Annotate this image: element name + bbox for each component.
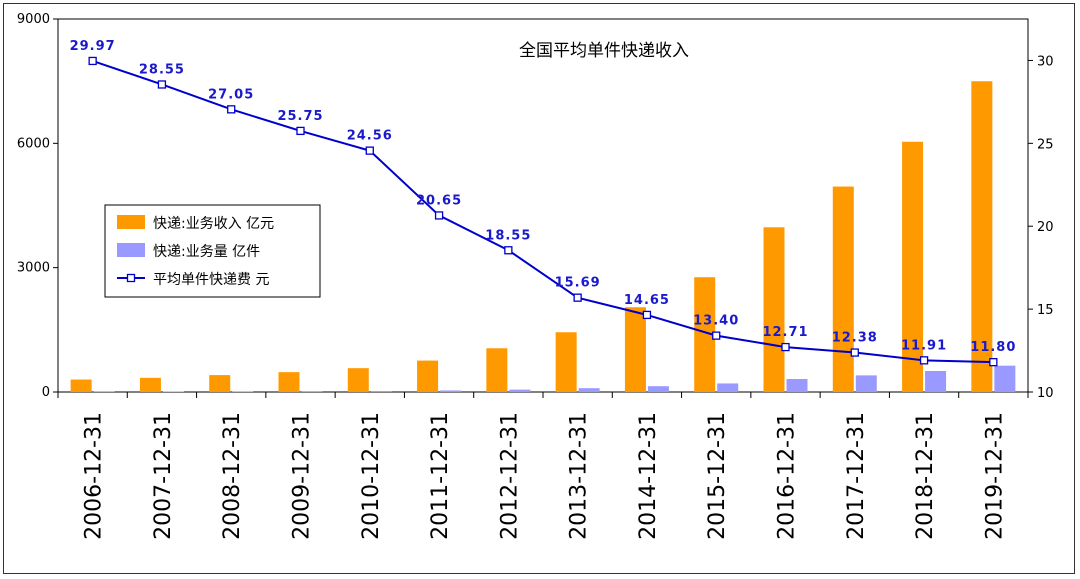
x-axis-tick-label: 2015-12-31 — [705, 412, 730, 540]
data-label: 24.56 — [347, 129, 393, 144]
right-axis-tick-label: 15 — [1037, 303, 1054, 318]
left-axis-tick-label: 6000 — [17, 136, 50, 151]
line-marker — [227, 105, 236, 114]
bar-volume — [786, 379, 808, 392]
data-label: 20.65 — [416, 193, 462, 208]
data-label: 25.75 — [277, 109, 323, 124]
bar-revenue — [694, 277, 716, 392]
line-marker — [296, 126, 305, 136]
right-axis-tick-label: 10 — [1037, 386, 1054, 401]
x-axis-tick-label: 2011-12-31 — [428, 412, 453, 540]
bar-revenue — [971, 81, 993, 392]
bar-volume — [578, 388, 600, 392]
line-marker — [642, 310, 652, 320]
x-axis-tick-label: 2006-12-31 — [82, 412, 107, 540]
legend-label-volume: 快递:业务量 亿件 — [153, 244, 260, 260]
x-axis-tick-label: 2014-12-31 — [636, 412, 661, 540]
bar-volume — [509, 389, 531, 392]
x-axis-tick-label: 2017-12-31 — [844, 412, 869, 540]
legend-label-revenue: 快递:业务收入 亿元 — [153, 216, 274, 232]
line-marker — [504, 246, 513, 255]
data-label: 18.55 — [485, 228, 531, 243]
bar-volume — [994, 365, 1016, 392]
line-marker — [434, 211, 444, 220]
bar-revenue — [70, 379, 92, 392]
bar-revenue — [417, 360, 439, 392]
x-axis-tick-label: 2016-12-31 — [775, 412, 800, 540]
line-marker — [919, 356, 929, 365]
x-axis-tick-label: 2018-12-31 — [913, 412, 938, 540]
bar-revenue — [902, 141, 924, 392]
x-axis-tick-label: 2012-12-31 — [497, 412, 522, 540]
bar-revenue — [555, 332, 577, 392]
x-axis-tick-label: 2008-12-31 — [220, 412, 245, 540]
bar-revenue — [763, 227, 785, 392]
bar-revenue — [278, 372, 300, 392]
line-marker — [712, 331, 721, 340]
bar-revenue — [486, 348, 508, 392]
line-avg-fee — [92, 59, 994, 364]
data-label: 11.91 — [901, 338, 947, 353]
line-marker — [781, 342, 790, 352]
chart-title: 全国平均单件快递收入 — [519, 41, 689, 61]
bar-volume — [370, 391, 392, 392]
line-marker — [157, 80, 167, 89]
bar-volume — [855, 375, 877, 392]
right-axis-tick-label: 25 — [1037, 137, 1054, 152]
bar-revenue — [209, 375, 231, 392]
data-label: 12.38 — [832, 331, 878, 346]
data-label: 29.97 — [70, 39, 116, 54]
right-axis-tick-label: 20 — [1037, 220, 1054, 235]
data-label: 27.05 — [208, 87, 254, 102]
bar-volume — [232, 391, 254, 392]
line-marker — [989, 358, 998, 367]
x-axis-tick-label: 2009-12-31 — [290, 412, 315, 540]
left-axis-tick-label: 9000 — [17, 12, 50, 27]
bar-revenue — [832, 186, 854, 392]
legend-swatch-revenue — [117, 215, 145, 229]
x-axis-tick-label: 2013-12-31 — [567, 412, 592, 540]
bar-volume — [647, 386, 669, 392]
bar-volume — [440, 390, 462, 392]
bar-volume — [925, 370, 947, 392]
data-label: 11.80 — [970, 340, 1016, 355]
data-label: 12.71 — [762, 325, 808, 340]
legend-swatch-volume — [117, 243, 145, 257]
line-marker — [850, 348, 859, 357]
left-axis-tick-label: 0 — [42, 385, 50, 400]
bar-revenue — [139, 377, 161, 392]
data-label: 13.40 — [693, 314, 739, 329]
bar-volume — [717, 383, 739, 392]
legend-label-fee: 平均单件快递费 元 — [153, 272, 269, 288]
left-axis-tick-label: 3000 — [17, 261, 50, 276]
line-marker — [573, 293, 582, 302]
data-label: 15.69 — [555, 276, 601, 291]
x-axis-tick-label: 2007-12-31 — [151, 412, 176, 540]
data-label: 14.65 — [624, 293, 670, 308]
line-marker — [365, 146, 374, 155]
right-axis-tick-label: 30 — [1037, 54, 1054, 69]
bar-revenue — [624, 307, 646, 392]
legend-marker-fee — [126, 273, 136, 283]
line-marker — [88, 56, 97, 66]
bar-revenue — [347, 368, 369, 392]
x-axis-tick-label: 2010-12-31 — [359, 412, 384, 540]
data-label: 28.55 — [139, 62, 185, 77]
bar-volume — [301, 391, 323, 392]
x-axis-tick-label: 2019-12-31 — [982, 412, 1007, 540]
